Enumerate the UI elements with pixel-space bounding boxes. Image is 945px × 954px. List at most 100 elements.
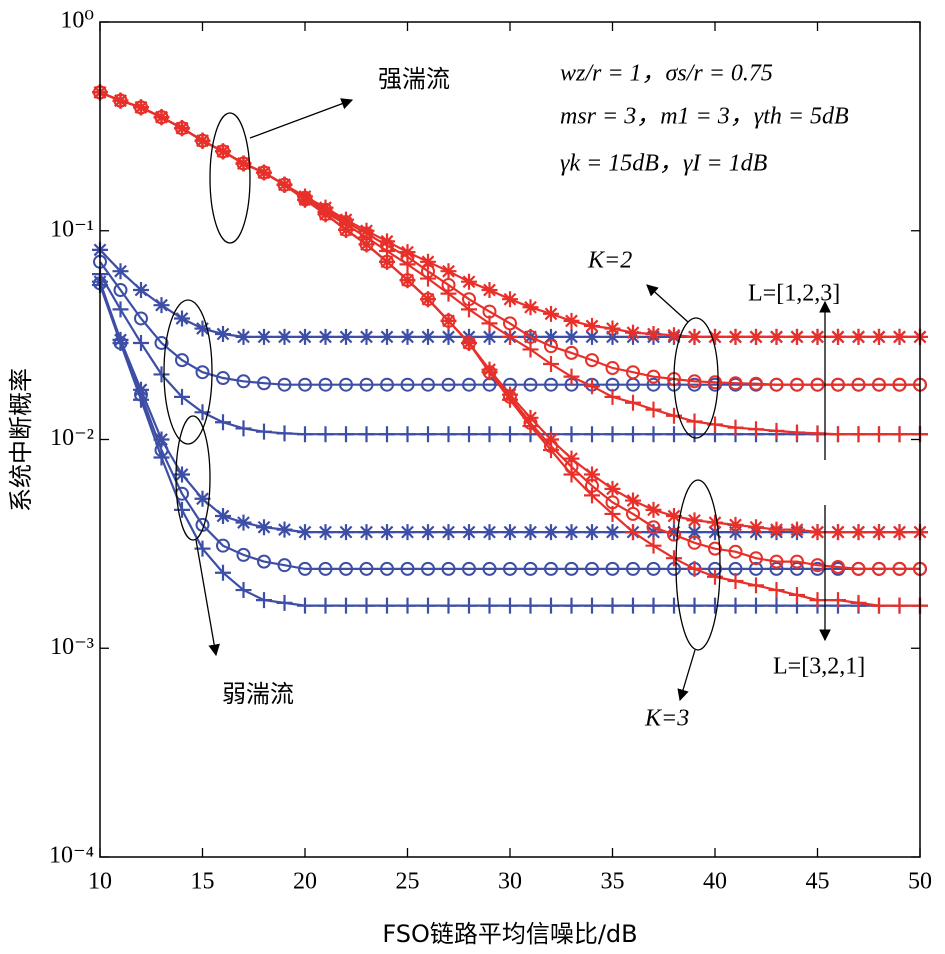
marker	[502, 597, 518, 614]
marker	[790, 561, 804, 576]
marker	[563, 450, 580, 467]
marker	[256, 519, 272, 536]
marker	[871, 597, 887, 614]
marker	[666, 597, 682, 614]
marker	[440, 426, 457, 443]
marker	[728, 376, 743, 391]
marker	[871, 328, 887, 345]
marker	[687, 374, 702, 389]
marker	[276, 176, 293, 193]
marker	[727, 419, 744, 436]
marker	[604, 388, 621, 405]
marker	[544, 377, 558, 392]
marker	[461, 273, 477, 290]
marker	[133, 334, 149, 351]
x-tick-label: 50	[908, 869, 932, 895]
marker	[584, 317, 600, 334]
marker	[523, 377, 538, 392]
x-tick-label: 25	[396, 869, 420, 895]
marker	[891, 524, 908, 541]
marker	[768, 597, 785, 614]
marker	[399, 256, 416, 273]
x-tick-label: 20	[293, 869, 317, 895]
marker	[215, 326, 231, 343]
marker	[194, 320, 211, 337]
marker	[481, 282, 498, 299]
marker	[666, 407, 682, 424]
parameter-text: wz/r = 1，σs/r = 0.75	[560, 61, 773, 87]
marker	[790, 554, 804, 569]
marker	[380, 561, 394, 576]
marker	[749, 551, 763, 566]
marker	[522, 524, 539, 541]
marker	[153, 109, 170, 126]
arrow	[677, 649, 696, 702]
marker	[564, 345, 579, 360]
marker	[481, 315, 498, 332]
marker	[379, 233, 395, 250]
marker	[666, 524, 682, 541]
marker	[481, 328, 498, 345]
marker	[748, 519, 764, 536]
marker	[153, 449, 170, 466]
marker	[216, 371, 230, 386]
marker	[871, 524, 887, 541]
annotation: K=3	[644, 706, 689, 732]
marker	[543, 442, 559, 459]
marker	[317, 426, 334, 443]
marker	[872, 561, 886, 576]
annotation-shapes	[163, 98, 831, 702]
marker	[297, 524, 313, 541]
marker	[585, 561, 599, 576]
marker	[277, 377, 292, 392]
marker	[215, 143, 231, 160]
marker	[891, 426, 908, 443]
marker	[645, 524, 662, 541]
marker	[153, 366, 170, 383]
marker	[112, 92, 129, 109]
marker	[318, 561, 333, 576]
marker	[358, 597, 375, 614]
y-tick-label: 10⁻¹	[50, 216, 94, 242]
marker	[399, 524, 416, 541]
marker	[563, 328, 580, 345]
marker	[133, 282, 149, 299]
marker	[522, 597, 539, 614]
marker	[769, 554, 784, 569]
marker	[686, 524, 703, 541]
marker	[625, 324, 641, 341]
marker	[112, 334, 129, 351]
marker	[891, 328, 908, 345]
marker	[461, 334, 477, 351]
marker	[810, 377, 825, 392]
y-tick-label: 10⁻⁴	[49, 843, 94, 869]
marker	[892, 561, 907, 576]
marker	[359, 561, 374, 576]
marker	[338, 221, 354, 238]
marker	[317, 206, 334, 223]
marker	[564, 561, 579, 576]
marker	[667, 527, 681, 542]
marker	[400, 377, 415, 392]
annotation: K=2	[587, 248, 632, 274]
marker	[687, 535, 702, 550]
marker	[297, 328, 313, 345]
marker	[830, 426, 846, 443]
marker	[379, 253, 395, 270]
x-tick-label: 15	[191, 869, 215, 895]
marker	[462, 561, 476, 576]
marker	[174, 388, 190, 405]
marker	[297, 426, 313, 443]
marker	[482, 561, 497, 576]
marker	[584, 487, 600, 504]
marker	[748, 597, 764, 614]
marker	[809, 425, 826, 442]
marker	[563, 466, 580, 483]
marker	[707, 597, 723, 614]
marker	[584, 426, 600, 443]
marker	[194, 132, 211, 149]
marker	[481, 364, 498, 381]
marker	[235, 514, 252, 531]
marker	[851, 377, 866, 392]
marker	[666, 508, 682, 525]
